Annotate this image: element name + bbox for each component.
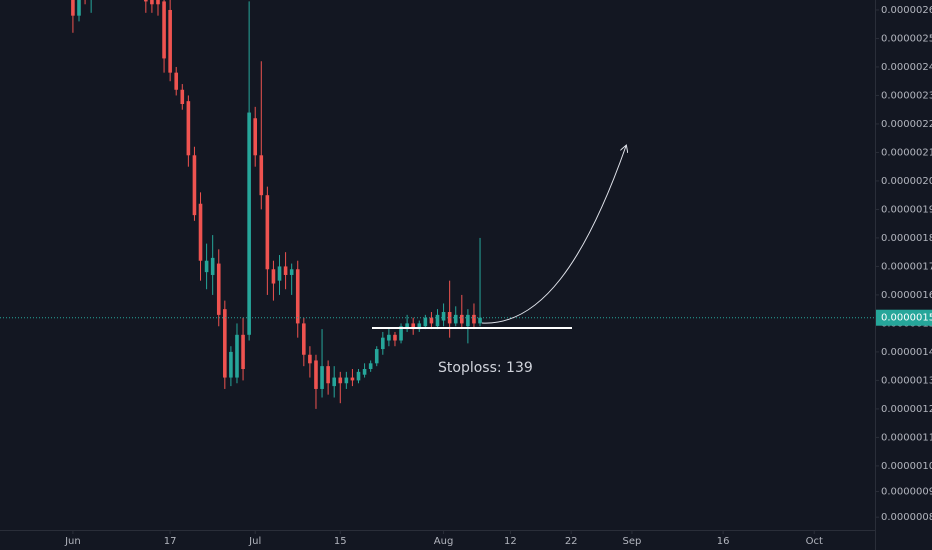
candle-body (289, 269, 294, 275)
candle-body (198, 203, 203, 261)
x-tick-label: 12 (504, 536, 517, 547)
x-tick-label: 16 (717, 536, 730, 547)
candle-body (235, 334, 239, 378)
candle-body (368, 363, 373, 370)
candle-body (472, 314, 476, 324)
candle-body (326, 366, 330, 384)
candle-body (210, 257, 215, 275)
candle-body (174, 72, 179, 90)
plot-area (0, 0, 875, 409)
last-price-label: 0.00000152 (881, 313, 932, 324)
candle-body (435, 314, 440, 327)
x-tick-label: 15 (334, 536, 347, 547)
candle-body (271, 269, 276, 284)
candle-body (332, 377, 337, 387)
candle-body (204, 260, 209, 273)
forecast-arrow (481, 146, 626, 324)
candle-body (393, 334, 397, 341)
stoploss-annotation: Stoploss: 139 (438, 360, 533, 376)
candle-body (253, 118, 258, 156)
candle-body (478, 317, 482, 324)
x-tick-label: Sep (623, 536, 642, 547)
candle-body (223, 309, 227, 378)
x-tick-label: 22 (565, 536, 578, 547)
candle-body (460, 314, 464, 324)
candle-body (447, 312, 452, 324)
candle-body (374, 349, 379, 364)
candle-body (162, 1, 166, 59)
candle-body (77, 0, 81, 16)
candle-body (344, 377, 349, 384)
candle-body (186, 101, 191, 156)
candle-body (320, 366, 324, 389)
candle-body (423, 317, 428, 327)
candle-body (247, 112, 251, 335)
candle-body (283, 266, 288, 275)
candle-body (362, 369, 367, 375)
x-tick-label: Jul (248, 536, 261, 547)
candle-body (259, 155, 264, 196)
candle-body (150, 0, 154, 5)
candle-body (466, 314, 470, 327)
candle-body (144, 0, 148, 2)
candle-body (295, 269, 300, 324)
candle-body (441, 312, 446, 321)
candle-body (265, 195, 270, 270)
candle-body (381, 337, 385, 350)
candle-body (411, 323, 415, 330)
candle-body (302, 323, 306, 355)
candle-body (399, 326, 403, 341)
candle-body (168, 9, 172, 73)
candle-body (180, 89, 185, 105)
candle-body (417, 323, 422, 330)
candle-body (216, 263, 221, 315)
x-tick-label: 17 (164, 536, 177, 547)
y-tick-label: 0.00000082 (881, 512, 932, 523)
x-tick-label: Jun (64, 536, 81, 547)
candle-body (241, 334, 245, 370)
candle-body (453, 314, 458, 324)
candle-body (405, 323, 409, 330)
candle-body (71, 0, 75, 16)
candle-body (308, 354, 312, 364)
candle-body (350, 377, 355, 381)
candle-body (277, 266, 282, 281)
candle-body (356, 371, 361, 381)
last-price-box (876, 309, 932, 326)
candle-body (192, 155, 197, 216)
candle-body (429, 317, 434, 324)
candle-body (338, 377, 343, 384)
y-tick-label: 0.00000091 (881, 487, 932, 498)
candle-body (156, 0, 160, 5)
x-tick-label: Aug (434, 536, 454, 547)
candle-body (229, 351, 233, 378)
x-tick-label: Oct (806, 536, 823, 547)
candle-body (314, 360, 318, 389)
candle-body (387, 334, 391, 341)
